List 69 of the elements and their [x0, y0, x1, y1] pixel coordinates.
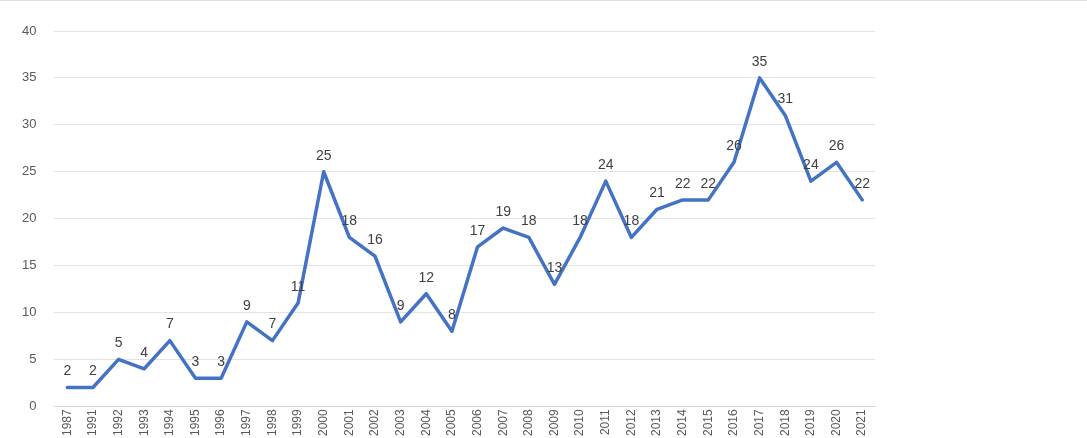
data-label: 25	[315, 146, 332, 163]
data-label: 19	[495, 202, 512, 219]
x-tick-label: 2003	[392, 408, 407, 437]
x-tick-label: 1996	[213, 408, 228, 437]
data-label: 18	[572, 212, 589, 229]
data-label: 9	[242, 296, 251, 313]
x-tick-label: 2004	[418, 408, 433, 437]
y-tick-label: 20	[21, 210, 37, 226]
x-tick-label: 1992	[110, 408, 125, 437]
x-tick-label: 1997	[239, 408, 254, 437]
x-tick-label: 2021	[854, 408, 869, 437]
x-tick-label: 2012	[623, 408, 638, 437]
x-tick-label: 2001	[341, 408, 356, 437]
x-tick-label: 2014	[675, 408, 689, 437]
data-label: 3	[191, 353, 200, 370]
y-tick-label: 25	[21, 163, 37, 179]
data-label: 22	[674, 174, 691, 191]
x-tick-label: 1987	[59, 408, 74, 437]
y-tick-label: 35	[21, 69, 37, 85]
x-tick-label: 2010	[572, 408, 587, 437]
data-label: 21	[649, 184, 666, 201]
data-label: 3	[217, 353, 226, 370]
y-tick-label: 30	[21, 116, 37, 132]
data-label: 4	[140, 343, 149, 360]
data-label: 16	[367, 231, 383, 248]
data-label: 35	[751, 52, 768, 69]
data-label: 13	[546, 259, 563, 276]
data-label: 26	[828, 137, 845, 154]
data-label: 18	[521, 212, 537, 229]
x-tick-label: 2020	[828, 408, 843, 437]
x-tick-label: 2005	[444, 408, 459, 437]
x-tick-label: 2016	[726, 408, 741, 437]
data-label: 24	[597, 155, 614, 172]
data-label: 7	[165, 315, 174, 332]
data-label: 17	[469, 221, 486, 238]
data-label: 22	[700, 174, 717, 191]
x-tick-label: 2007	[495, 408, 510, 437]
x-tick-label: 2011	[598, 408, 613, 436]
data-label: 8	[448, 306, 457, 323]
data-label: 2	[89, 362, 98, 379]
x-tick-label: 1999	[290, 408, 305, 437]
x-tick-label: 1991	[85, 408, 100, 437]
y-tick-label: 15	[21, 257, 37, 273]
x-tick-label: 2018	[777, 408, 792, 437]
x-tick-label: 2015	[700, 408, 715, 437]
x-tick-label: 1993	[136, 408, 151, 437]
data-label: 5	[114, 334, 123, 351]
x-tick-label: 2006	[469, 408, 484, 437]
x-tick-label: 2002	[367, 408, 382, 437]
x-tick-label: 1994	[162, 408, 177, 437]
data-label: 22	[854, 174, 871, 191]
data-label: 18	[623, 212, 640, 229]
y-tick-label: 5	[29, 350, 37, 366]
x-tick-label: 2000	[316, 408, 331, 437]
data-label: 31	[777, 90, 794, 107]
x-tick-label: 2008	[521, 408, 536, 437]
data-label: 9	[396, 296, 405, 313]
data-label: 12	[418, 268, 435, 285]
x-tick-label: 1995	[187, 408, 202, 437]
y-tick-label: 40	[21, 22, 37, 38]
x-tick-label: 2017	[751, 408, 766, 437]
x-tick-label: 2009	[546, 408, 561, 437]
data-label: 7	[268, 315, 277, 332]
y-tick-label: 0	[29, 397, 37, 413]
y-tick-label: 10	[21, 304, 37, 320]
x-tick-label: 2013	[649, 408, 664, 437]
data-label: 2	[63, 362, 72, 379]
x-tick-label: 2019	[803, 408, 818, 437]
x-tick-label: 1998	[264, 408, 279, 437]
